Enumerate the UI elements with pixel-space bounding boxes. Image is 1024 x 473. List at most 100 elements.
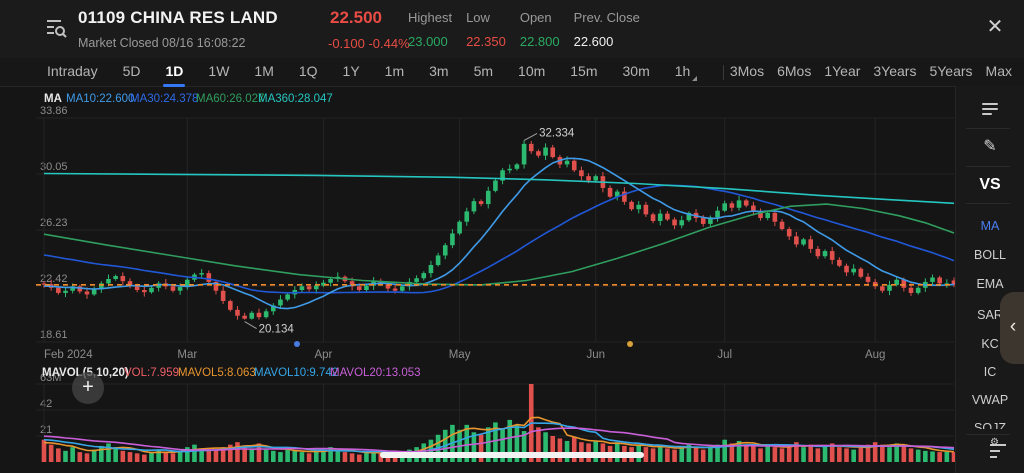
sidebar-indicator-ema[interactable]: EMA	[976, 277, 1004, 291]
candle-body	[242, 315, 247, 319]
tab-1h[interactable]: 1h	[675, 63, 698, 81]
sidebar-indicator-boll[interactable]: BOLL	[974, 248, 1006, 262]
tab-1d[interactable]: 1D	[165, 63, 184, 79]
sidebar-indicator-kc[interactable]: KC	[981, 337, 999, 351]
candle-body	[536, 151, 541, 156]
volume-bar	[63, 450, 68, 462]
tab-1y[interactable]: 1Y	[342, 63, 360, 79]
volume-bar	[385, 454, 391, 462]
tab-1q[interactable]: 1Q	[298, 63, 318, 79]
volume-bar	[536, 427, 541, 462]
tab-1m[interactable]: 1M	[254, 63, 274, 79]
quote-search-icon[interactable]	[44, 16, 68, 42]
stat-open: Open 22.800	[519, 10, 560, 49]
compare-vs-button[interactable]: VS	[979, 176, 1001, 193]
candle-body	[614, 191, 620, 197]
tab-30m[interactable]: 30m	[622, 63, 650, 79]
stat-low: Low 22.350	[466, 10, 506, 49]
divider	[966, 166, 1010, 167]
volume-bar	[493, 422, 498, 462]
candle-body	[464, 211, 470, 222]
price-axis-label: 30.05	[40, 161, 68, 173]
candlestick-chart-canvas[interactable]: 33.86 30.05 26.23 22.42 18.61 63M 42 21 Feb 2024…	[0, 86, 1024, 473]
candle-body	[894, 279, 899, 285]
candle-body	[478, 201, 484, 205]
volume-bar	[142, 454, 147, 462]
volume-bar	[665, 448, 670, 462]
chart-type-list-icon[interactable]	[956, 100, 1024, 118]
candle-body	[779, 221, 785, 230]
candle-body	[636, 204, 642, 210]
volume-bar	[192, 444, 197, 462]
volume-bar	[880, 444, 885, 462]
volume-bar	[822, 445, 828, 462]
volume-bar	[772, 447, 778, 462]
candle-body	[220, 290, 226, 302]
draw-pencil-icon[interactable]: ✎	[983, 138, 997, 155]
candle-body	[915, 287, 921, 293]
volume-bar	[170, 453, 176, 462]
candle-body	[743, 200, 749, 206]
close-icon[interactable]: ✕	[986, 16, 1004, 38]
volume-bar	[70, 447, 75, 462]
sidebar-indicator-sar[interactable]: SAR	[977, 308, 1003, 322]
volume-bar	[557, 438, 563, 462]
tab-intraday[interactable]: Intraday	[47, 63, 98, 79]
tab-max[interactable]: Max	[985, 63, 1012, 79]
tab-5years[interactable]: 5Years	[929, 63, 973, 79]
volume-bar	[808, 444, 813, 462]
panel-collapse-handle[interactable]: ‹	[1000, 292, 1024, 364]
month-axis-label: Mar	[177, 349, 197, 361]
sidebar-indicator-sqjz[interactable]: SQJZ	[974, 421, 1006, 429]
mavol20-line	[43, 427, 955, 453]
volume-bar	[349, 453, 355, 462]
tab-3years[interactable]: 3Years	[873, 63, 917, 79]
price-change: -0.100 -0.44%	[328, 36, 410, 51]
month-axis-label: Apr	[314, 349, 332, 361]
tab-3mos[interactable]: 3Mos	[729, 63, 765, 79]
tab-1m[interactable]: 1m	[384, 63, 405, 79]
candle-body	[643, 204, 649, 215]
candle-body	[70, 286, 75, 291]
price-axis-label: 33.86	[40, 105, 68, 117]
volume-bar	[242, 445, 247, 462]
candle-body	[550, 147, 556, 158]
candle-body	[428, 265, 434, 274]
sidebar-indicator-vwap[interactable]: VWAP	[971, 393, 1009, 407]
candle-body	[672, 219, 677, 226]
volume-bar	[858, 447, 864, 462]
tab-15m[interactable]: 15m	[570, 63, 598, 79]
volume-bar	[500, 428, 505, 462]
volume-bar	[156, 449, 161, 462]
candle-body	[442, 245, 448, 256]
candle-body	[772, 212, 778, 222]
volume-axis-label: 42	[40, 398, 52, 410]
market-status: Market Closed 08/16 16:08:22	[78, 36, 246, 50]
candle-body	[650, 214, 656, 221]
tab-group-divider	[723, 64, 725, 80]
indicator-sidebar: ✎ VS MA BOLL EMA SAR KC IC VWAP SQJZ ⚙ ‹	[955, 86, 1024, 473]
candle-body	[901, 279, 907, 288]
volume-bar	[364, 452, 369, 462]
volume-bar	[736, 440, 742, 462]
volume-bar	[543, 432, 548, 462]
tab-5d[interactable]: 5D	[122, 63, 141, 79]
tab-10m[interactable]: 10m	[518, 63, 546, 79]
annotation-line	[244, 321, 257, 330]
tab-3m[interactable]: 3m	[429, 63, 449, 79]
sidebar-indicator-ic[interactable]: IC	[983, 365, 997, 379]
volume-bar	[729, 443, 735, 462]
sidebar-indicator-ma[interactable]: MA	[980, 219, 1000, 233]
volume-bar	[471, 432, 477, 462]
candle-body	[543, 147, 548, 156]
volume-bar	[801, 447, 806, 462]
candle-body	[829, 251, 835, 260]
volume-bar	[944, 451, 950, 462]
add-indicator-button[interactable]: +	[72, 372, 104, 404]
candle-body	[134, 285, 140, 291]
tab-1year[interactable]: 1Year	[824, 63, 861, 79]
tab-5m[interactable]: 5m	[473, 63, 494, 79]
tab-6mos[interactable]: 6Mos	[777, 63, 812, 79]
tab-1w[interactable]: 1W	[208, 63, 230, 79]
volume-bar	[650, 448, 656, 462]
